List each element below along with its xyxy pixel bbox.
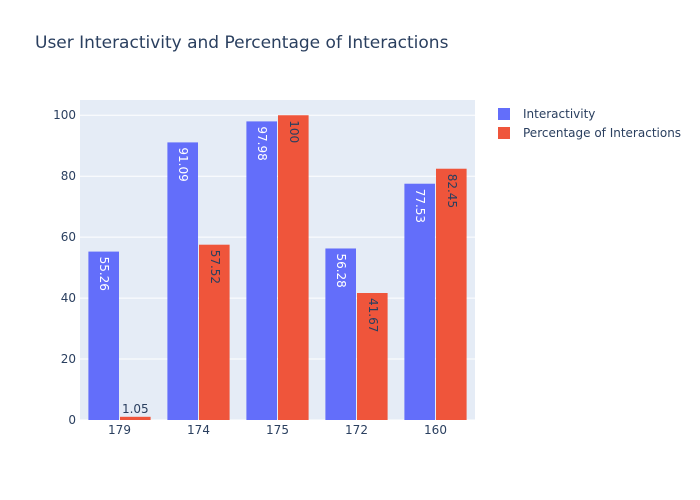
y-tick-label: 60 (61, 230, 76, 244)
bar[interactable] (246, 121, 277, 420)
legend-swatch (498, 108, 510, 120)
legend-swatch (498, 127, 510, 139)
legend-item[interactable]: Percentage of Interactions (498, 126, 681, 140)
bar[interactable] (404, 183, 435, 420)
bar-data-label: 55.26 (97, 257, 111, 291)
chart-title: User Interactivity and Percentage of Int… (35, 33, 449, 53)
bar[interactable] (325, 248, 356, 420)
bar[interactable] (278, 115, 309, 420)
bar[interactable] (357, 293, 388, 420)
y-tick-label: 100 (53, 108, 76, 122)
legend-label: Interactivity (523, 107, 595, 121)
x-axis: 179 174 175 172 160 (108, 423, 447, 437)
bar-data-label: 77.53 (413, 189, 427, 223)
bar[interactable] (88, 251, 119, 420)
bar[interactable] (199, 244, 230, 420)
bars: 55.26 1.05 91.09 57.52 97.98 100 56.28 41.67 77.… (88, 115, 467, 420)
y-tick-label: 0 (68, 413, 76, 427)
x-tick-label: 179 (108, 423, 131, 437)
bar-data-label: 82.45 (445, 174, 459, 208)
bar-data-label: 97.98 (255, 126, 269, 160)
bar-data-label: 91.09 (176, 147, 190, 181)
x-tick-label: 160 (424, 423, 447, 437)
x-tick-label: 175 (266, 423, 289, 437)
y-tick-label: 20 (61, 352, 76, 366)
bar-data-label: 41.67 (366, 298, 380, 332)
bar[interactable] (167, 142, 198, 420)
legend[interactable]: Interactivity Percentage of Interactions (498, 107, 681, 140)
bar-data-label: 1.05 (122, 402, 149, 416)
y-tick-label: 80 (61, 169, 76, 183)
bar[interactable] (436, 168, 467, 420)
legend-item[interactable]: Interactivity (498, 107, 595, 121)
x-tick-label: 172 (345, 423, 368, 437)
y-axis: 0 20 40 60 80 100 (53, 108, 76, 427)
bar-data-label: 56.28 (334, 253, 348, 287)
bar[interactable] (120, 416, 151, 420)
legend-label: Percentage of Interactions (523, 126, 681, 140)
bar-data-label: 57.52 (208, 250, 222, 284)
x-tick-label: 174 (187, 423, 210, 437)
bar-data-label: 100 (287, 120, 301, 143)
y-tick-label: 40 (61, 291, 76, 305)
